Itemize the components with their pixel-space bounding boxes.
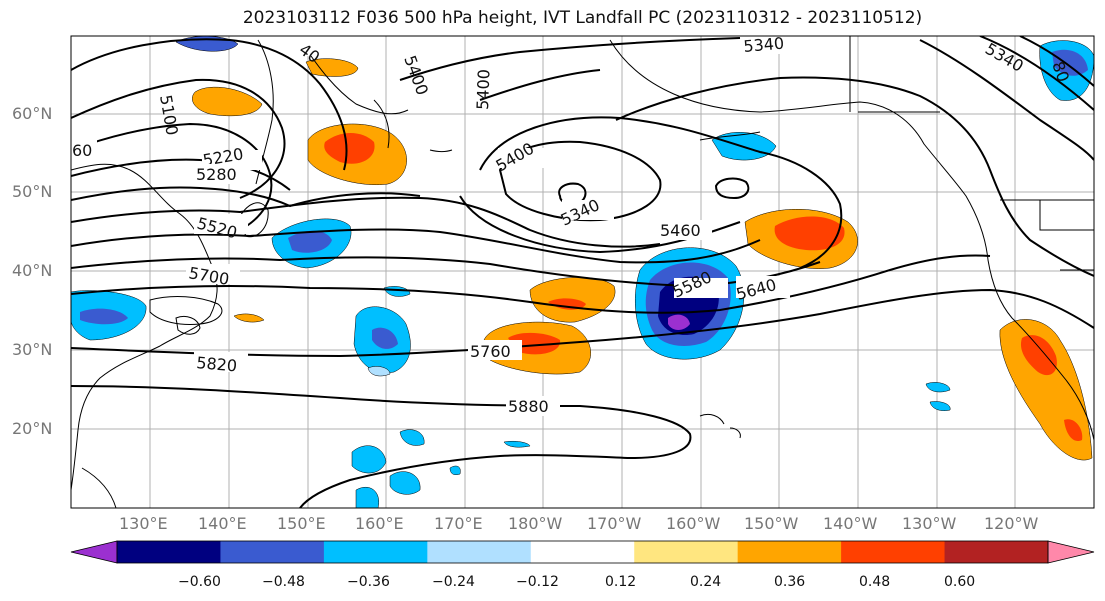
colorbar-swatch [1047, 540, 1095, 564]
colorbar-tick-label: 0.60 [944, 574, 976, 590]
map-frame [70, 35, 1095, 509]
colorbar-tick-label: 0.48 [859, 574, 891, 590]
colorbar-tick-label: 0.24 [690, 574, 722, 590]
colorbar-swatch [634, 541, 739, 563]
contour-label: 5760 [470, 342, 511, 361]
contour-label: 5400 [473, 69, 493, 110]
contour-label: 5340 [743, 34, 785, 56]
lon-label: 140°W [823, 514, 878, 533]
contour-label: 5880 [508, 397, 549, 416]
coastlines [71, 36, 1094, 508]
contour-label: 5280 [196, 165, 237, 184]
colorbar-tick-label: −0.24 [432, 574, 475, 590]
height-contours [71, 36, 1094, 508]
colorbar-swatch [841, 541, 946, 563]
colorbar-tick-label: 0.36 [774, 574, 806, 590]
colorbar-swatch [70, 540, 118, 564]
colorbar-swatch [117, 541, 221, 563]
colorbar-swatch [944, 541, 1049, 563]
lon-label: 160°W [666, 514, 721, 533]
lon-label: 120°W [984, 514, 1039, 533]
lat-label: 30°N [12, 340, 53, 359]
lon-label: 180°W [508, 514, 563, 533]
lon-label: 130°E [119, 514, 168, 533]
lon-label: 170°E [434, 514, 483, 533]
colorbar-tick-label: −0.60 [178, 574, 221, 590]
contour-label: 5460 [660, 221, 701, 240]
colorbar-outline [116, 540, 1049, 564]
map-title: 2023103112 F036 500 hPa height, IVT Land… [242, 8, 923, 28]
colorbar-swatch [220, 541, 325, 563]
lat-label: 40°N [12, 261, 53, 280]
ivt-positive-areas [192, 58, 1093, 461]
lon-label: 140°E [198, 514, 247, 533]
colorbar-swatch [530, 541, 635, 563]
lat-label: 60°N [12, 104, 53, 123]
lon-label: 170°W [587, 514, 642, 533]
lat-label: 20°N [12, 419, 53, 438]
lon-label: 150°W [744, 514, 799, 533]
colorbar-tick-label: −0.12 [516, 574, 559, 590]
lon-label: 130°W [902, 514, 957, 533]
contour-label: 60 [72, 141, 92, 160]
lat-label: 50°N [12, 182, 53, 201]
colorbar-swatch [427, 541, 532, 563]
colorbar-tick-label: −0.48 [262, 574, 305, 590]
colorbar-swatch [323, 541, 428, 563]
contour-label: 5820 [196, 353, 238, 375]
lon-label: 160°E [355, 514, 404, 533]
colorbar-tick-label: 0.12 [605, 574, 637, 590]
colorbar-tick-label: −0.36 [347, 574, 390, 590]
colorbar [70, 540, 1095, 564]
lon-label: 150°E [277, 514, 326, 533]
colorbar-swatch [737, 541, 842, 563]
